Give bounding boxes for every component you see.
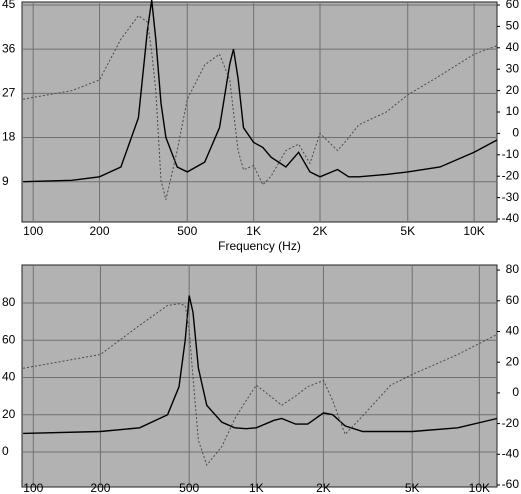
phase-line <box>23 15 498 200</box>
y2-tick-label: 30 <box>506 61 520 75</box>
y2-tick-label: 0 <box>512 126 519 140</box>
y-tick-label: 27 <box>2 86 16 100</box>
impedance-line <box>23 295 498 435</box>
y-tick-label: 80 <box>2 295 16 309</box>
x-tick-label: 100 <box>23 224 43 238</box>
y-tick-label: 20 <box>2 407 16 421</box>
x-tick-label: 10K <box>469 481 490 494</box>
y2-tick-label: 40 <box>506 40 520 54</box>
y-tick-label: 60 <box>2 332 16 346</box>
y2-tick-label: 20 <box>506 354 520 368</box>
y2-tick-label: 50 <box>506 19 520 33</box>
y2-tick-label: 60 <box>506 0 520 11</box>
x-tick-label: 100 <box>23 481 43 494</box>
y-tick-label: 40 <box>2 370 16 384</box>
y2-tick-label: -40 <box>502 446 520 460</box>
x-axis-title: Frequency (Hz) <box>218 239 301 253</box>
x-tick-label: 2K <box>316 481 331 494</box>
x-tick-label: 5K <box>400 224 415 238</box>
y2-tick-label: -20 <box>502 168 520 182</box>
x-tick-label: 5K <box>405 481 420 494</box>
plot-area <box>21 1 498 223</box>
y2-tick-label: -40 <box>502 211 520 225</box>
x-tick-label: 1K <box>246 224 261 238</box>
x-tick-label: 500 <box>179 481 199 494</box>
y-tick-label: 18 <box>2 130 16 144</box>
plot-area <box>21 264 498 488</box>
y2-tick-label: 40 <box>506 324 520 338</box>
phase-line <box>23 303 498 467</box>
impedance-line <box>23 0 498 183</box>
y2-tick-label: 20 <box>506 83 520 97</box>
x-tick-label: 200 <box>90 481 110 494</box>
x-tick-label: 500 <box>177 224 197 238</box>
y-tick-label: 45 <box>2 0 16 11</box>
y2-tick-label: 10 <box>506 104 520 118</box>
y2-tick-label: -20 <box>502 416 520 430</box>
y-tick-label: 0 <box>2 444 9 458</box>
x-tick-label: 200 <box>90 224 110 238</box>
y-tick-label: 9 <box>2 174 9 188</box>
x-tick-label: 1K <box>249 481 264 494</box>
y2-tick-label: 0 <box>512 385 519 399</box>
y2-tick-label: 60 <box>506 293 520 307</box>
y-tick-label: 36 <box>2 41 16 55</box>
y2-tick-label: -60 <box>502 477 520 491</box>
x-tick-label: 10K <box>463 224 484 238</box>
x-tick-label: 2K <box>313 224 328 238</box>
y2-tick-label: 80 <box>506 262 520 276</box>
y2-tick-label: -10 <box>502 147 520 161</box>
y2-tick-label: -30 <box>502 190 520 204</box>
